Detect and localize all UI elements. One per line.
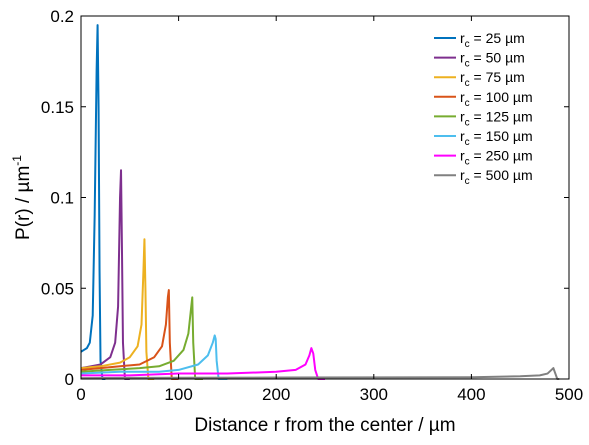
x-tick-label: 100	[164, 385, 192, 404]
series-line-2	[80, 169, 130, 380]
x-tick-label: 500	[555, 385, 583, 404]
x-tick-label: 200	[262, 385, 290, 404]
legend-label-4: rc = 100 µm	[460, 89, 533, 109]
y-axis-title-main: P(r) / µm	[13, 166, 34, 240]
legend-label-6: rc = 150 µm	[460, 128, 533, 148]
x-tick-label: 300	[360, 385, 388, 404]
x-tick-label: 0	[76, 385, 85, 404]
legend-label-2: rc = 50 µm	[460, 50, 525, 70]
series-line-1	[80, 24, 106, 380]
tick-layer: 0 100 200 300 400 500 0 0.05 0.1 0.15 0.2	[41, 7, 583, 404]
y-tick-label: 0.05	[41, 279, 74, 298]
y-tick-label: 0.15	[41, 98, 74, 117]
y-tick-label: 0.2	[50, 7, 74, 26]
legend-label-8: rc = 500 µm	[460, 167, 533, 187]
y-axis-title-exponent: -1	[10, 155, 24, 166]
x-tick-label: 400	[457, 385, 485, 404]
legend-label-7: rc = 250 µm	[460, 148, 533, 168]
x-axis-title: Distance r from the center / µm	[194, 415, 455, 436]
legend-label-1: rc = 25 µm	[460, 30, 525, 50]
y-axis-title: P(r) / µm-1	[10, 155, 34, 240]
legend-label-5: rc = 125 µm	[460, 108, 533, 128]
legend-label-3: rc = 75 µm	[460, 69, 525, 89]
series-layer	[80, 24, 560, 380]
y-tick-label: 0.1	[50, 189, 74, 208]
y-tick-label: 0	[65, 370, 74, 389]
